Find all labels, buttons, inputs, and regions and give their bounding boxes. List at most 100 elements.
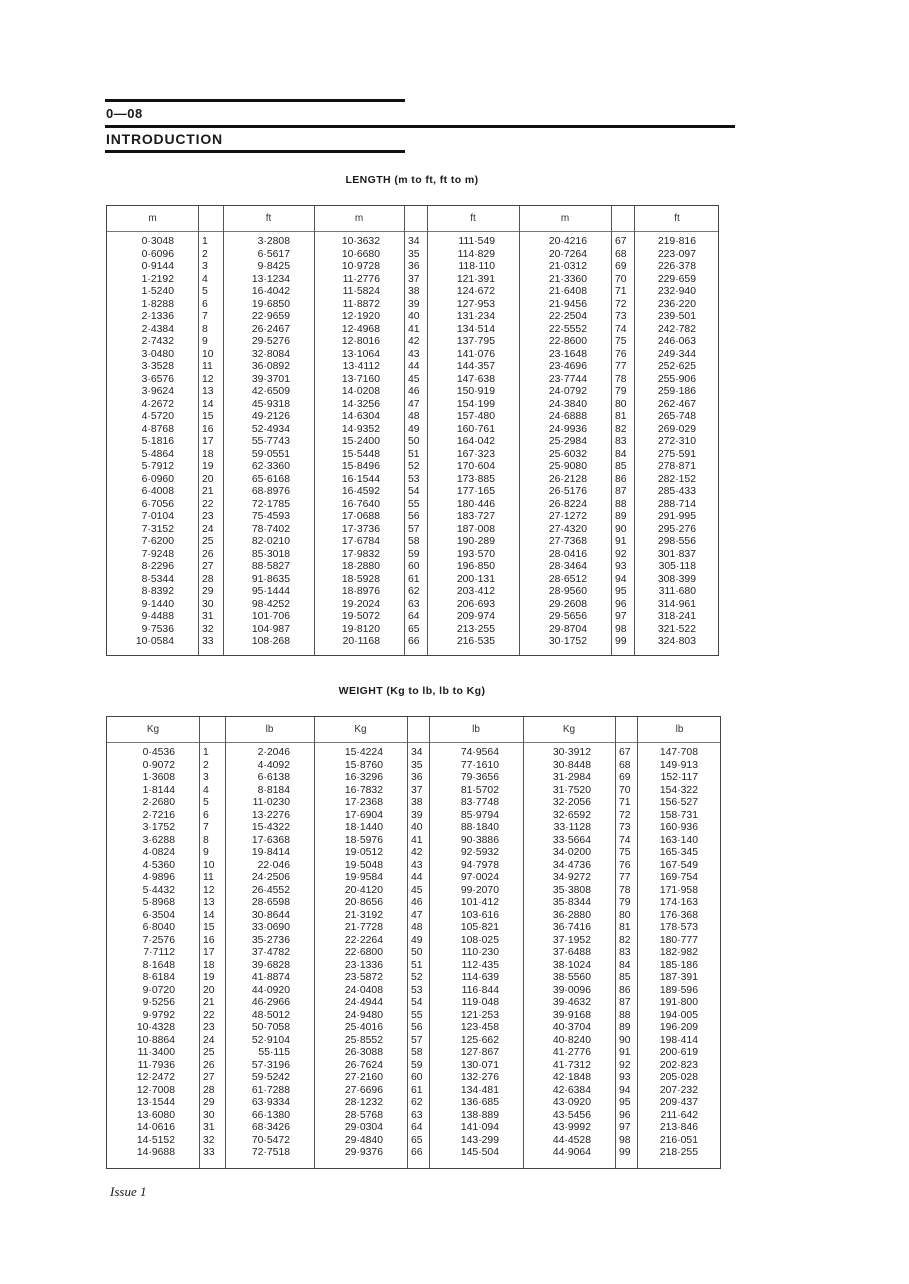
value-cell: 246·063 (657, 336, 696, 347)
value-cell: 311·680 (658, 586, 696, 597)
value-cell: 229·659 (657, 273, 696, 285)
value-cell: 223·097 (657, 248, 696, 260)
unit-count-cell: 96 (619, 1109, 631, 1121)
value-cell: 0·3048 (141, 236, 174, 247)
unit-count-cell: 32 (203, 1134, 215, 1146)
value-cell: 68·3426 (251, 1122, 290, 1133)
unit-count-cell: 63 (408, 598, 420, 610)
value-cell: 177·165 (456, 486, 495, 497)
unit-count-cell: 58 (408, 536, 420, 547)
unit-count-cell: 20 (203, 984, 215, 996)
value-cell: 123·458 (460, 1022, 499, 1033)
value-cell: 34·9272 (552, 872, 591, 883)
value-cell: 101·706 (251, 611, 290, 622)
value-cell: 48·5012 (251, 1009, 290, 1021)
column-divider (615, 717, 616, 1168)
value-cell: 165·345 (659, 847, 698, 858)
value-cell: 29·2608 (548, 598, 587, 610)
value-cell: 145·504 (460, 1147, 499, 1158)
unit-count-cell: 36 (408, 261, 420, 272)
value-cell: 23·1648 (548, 348, 587, 360)
unit-count-cell: 87 (619, 997, 631, 1008)
unit-count-cell: 37 (411, 784, 423, 796)
value-cell: 63·9334 (251, 1097, 290, 1108)
value-cell: 7·7112 (143, 947, 175, 958)
value-cell: 305·118 (658, 561, 696, 572)
unit-count-cell: 46 (411, 897, 423, 908)
unit-count-cell: 76 (615, 348, 627, 360)
value-cell: 200·619 (659, 1047, 698, 1058)
unit-count-cell: 62 (408, 586, 420, 597)
value-cell: 185·186 (659, 959, 698, 971)
unit-count-cell: 14 (202, 398, 214, 410)
unit-count-cell: 11 (203, 872, 214, 883)
length-table-title: LENGTH (m to ft, ft to m) (345, 174, 479, 186)
value-cell: 167·323 (456, 448, 495, 460)
value-cell: 209·437 (659, 1097, 698, 1108)
unit-count-cell: 72 (619, 809, 631, 821)
unit-count-cell: 86 (615, 473, 627, 485)
value-cell: 24·9480 (344, 1009, 383, 1021)
value-cell: 30·8644 (251, 909, 290, 921)
value-cell: 16·3296 (344, 772, 383, 783)
unit-count-cell: 35 (411, 759, 423, 771)
value-cell: 1·8288 (141, 298, 174, 310)
unit-count-cell: 6 (202, 298, 208, 310)
unit-count-cell: 75 (619, 847, 631, 858)
unit-count-cell: 29 (203, 1097, 215, 1108)
value-cell: 11·3400 (137, 1047, 175, 1058)
value-cell: 2·7216 (142, 809, 175, 821)
value-cell: 12·7008 (136, 1084, 175, 1096)
unit-count-cell: 61 (411, 1084, 423, 1096)
unit-count-cell: 54 (411, 997, 423, 1008)
value-cell: 125·662 (460, 1034, 499, 1046)
unit-count-cell: 79 (615, 386, 627, 397)
value-cell: 18·5976 (344, 834, 383, 846)
value-cell: 2·7432 (141, 336, 174, 347)
value-cell: 144·357 (456, 361, 495, 372)
value-cell: 97·0024 (460, 872, 499, 883)
unit-count-cell: 79 (619, 897, 631, 908)
value-cell: 25·9080 (548, 461, 587, 472)
value-cell: 288·714 (657, 498, 696, 510)
value-cell: 75·4593 (251, 511, 290, 522)
value-cell: 3·1752 (142, 822, 175, 833)
unit-count-cell: 51 (411, 959, 423, 971)
value-cell: 149·913 (659, 759, 698, 771)
value-cell: 52·4934 (251, 423, 290, 435)
unit-count-cell: 19 (203, 972, 215, 983)
value-cell: 72·1785 (251, 498, 290, 510)
value-cell: 24·6888 (548, 411, 587, 422)
unit-count-cell: 85 (619, 972, 631, 983)
value-cell: 16·7640 (341, 498, 380, 510)
value-cell: 173·885 (456, 473, 495, 485)
value-cell: 90·3886 (460, 834, 499, 846)
value-cell: 272·310 (657, 436, 696, 447)
unit-count-cell: 58 (411, 1047, 423, 1058)
column-divider (314, 206, 315, 655)
value-cell: 85·9794 (460, 809, 499, 821)
unit-count-cell: 90 (619, 1034, 631, 1046)
unit-count-cell: 89 (619, 1022, 631, 1033)
value-cell: 4·8768 (141, 423, 174, 435)
unit-count-cell: 51 (408, 448, 420, 460)
value-cell: 114·829 (457, 248, 495, 260)
value-cell: 94·7978 (460, 859, 499, 871)
value-cell: 176·368 (659, 909, 698, 921)
value-cell: 39·6828 (251, 959, 290, 971)
unit-count-cell: 2 (202, 248, 208, 260)
value-cell: 164·042 (456, 436, 495, 447)
unit-count-cell: 28 (203, 1084, 215, 1096)
unit-count-cell: 71 (615, 286, 627, 297)
value-cell: 154·322 (659, 784, 698, 796)
value-cell: 202·823 (659, 1059, 698, 1071)
unit-count-cell: 34 (408, 236, 420, 247)
value-cell: 21·9456 (548, 298, 587, 310)
value-cell: 19·8120 (341, 623, 380, 635)
value-cell: 12·2472 (136, 1072, 175, 1083)
weight-table-title: WEIGHT (Kg to lb, lb to Kg) (338, 685, 486, 697)
value-cell: 14·3256 (341, 398, 380, 410)
unit-count-cell: 95 (615, 586, 627, 597)
unit-count-cell: 69 (615, 261, 627, 272)
value-cell: 203·412 (456, 586, 495, 597)
